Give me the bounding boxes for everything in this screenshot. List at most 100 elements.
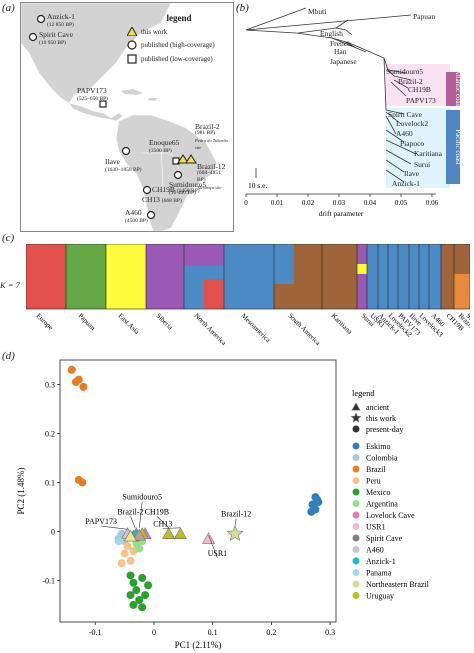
legend-swatch	[352, 442, 360, 450]
pca-legend-series-label: Lovelock Cave	[366, 511, 415, 520]
pca-panel: -0.1 0 0.1 0.2 0.3 -0.1 0 0.1 0.2 0.3 Sumidouro5 B…	[16, 359, 430, 650]
pca-x-tick-label: 0.3	[325, 628, 335, 637]
pca-legend-title: legend	[352, 388, 375, 398]
pca-legend-shape-label: this work	[366, 414, 396, 423]
site-label-anzick: Anzick-1 (12 850 BP)	[47, 12, 75, 29]
pca-legend: legend ancient this work present-day Eskimo C…	[350, 388, 430, 601]
tree-tick-label: 0.01	[271, 199, 284, 207]
pca-point-papv173	[123, 529, 137, 542]
site-label-spirit: Spirit Cave (10 950 BP)	[39, 30, 73, 47]
pca-point-peru	[126, 556, 135, 565]
pacific-coast-label: Pacific coast	[454, 129, 462, 165]
tree-tip-japanese: Japanese	[330, 57, 357, 66]
tree-branches	[245, 7, 417, 183]
map-legend-title: legend	[166, 13, 192, 23]
pca-point-brazil	[79, 382, 88, 391]
pca-annotation-leader	[101, 525, 128, 530]
tree-tick-label: 0.03	[333, 199, 346, 207]
tree-tip-sumidouro: Sumidouro5	[386, 67, 423, 76]
pca-legend-series-label: Colombia	[366, 454, 398, 463]
pca-point-mexico	[144, 581, 153, 590]
pca-y-label: PC2 (1.48%)	[16, 467, 26, 514]
legend-triangle-icon	[351, 402, 361, 411]
pca-point-mexico	[129, 600, 138, 609]
pca-point-usr1	[202, 532, 216, 544]
triangle-marker-icon	[127, 27, 137, 36]
pca-legend-series-label: Peru	[366, 477, 381, 486]
pca-x-tick-label: -0.1	[89, 628, 102, 637]
circle-marker-icon	[127, 40, 137, 50]
pca-y-tick-label: 0	[51, 527, 55, 536]
tree-tip-ch19b: CH19B	[408, 85, 431, 94]
tree-tip-brazil2: Brazil-2	[398, 77, 423, 86]
site-label-brazil12: Brazil-12 (668–4851 BP) Alcobaça site	[197, 162, 226, 190]
admixture-panel: Europe Papuan East Asia Siberia North Americ…	[26, 244, 470, 348]
south-america-landmass	[115, 114, 218, 231]
admixture-group-label: Mesoamerica	[240, 312, 273, 345]
pca-point-brazil	[74, 375, 83, 384]
pca-point-mexico	[126, 571, 135, 580]
pca-point-peru	[120, 549, 129, 558]
admixture-group-label: Papuan	[77, 312, 98, 333]
admixture-group-label: South America	[287, 312, 323, 348]
pca-point-uruguay	[173, 527, 187, 539]
tree-tip-papv: PAPV173	[406, 96, 436, 105]
pacific-coast-bar	[446, 110, 460, 184]
site-label-a460: A460 (4500 BP)	[125, 208, 148, 225]
pca-legend-series-label: Spirit Cave	[366, 534, 403, 543]
pca-y-tick-label: -0.1	[42, 576, 55, 585]
tree-tip-piapoco: Piapoco	[400, 139, 424, 148]
map-svg	[21, 3, 218, 231]
legend-swatch	[352, 511, 360, 519]
tree-tip-a460: A460	[396, 129, 413, 138]
map-legend: legend this work published (high-coverag…	[127, 13, 231, 64]
legend-swatch	[352, 523, 360, 530]
pca-point-uruguay	[162, 527, 176, 539]
legend-circle-icon	[352, 425, 360, 433]
pca-point-eskimo	[313, 495, 322, 504]
caribbean-islands	[121, 89, 157, 101]
pca-legend-shape-label: present-day	[366, 425, 403, 434]
legend-swatch	[352, 488, 360, 496]
admixture-group-label: East Asia	[117, 312, 142, 337]
tree-tip-french: French	[330, 39, 351, 48]
pca-x-tick-label: 0.1	[208, 628, 218, 637]
pca-point-mexico	[132, 586, 141, 595]
pca-point-mexico	[126, 591, 135, 600]
atlantic-clade-box	[386, 64, 450, 106]
map-legend-high-coverage: published (high-coverage)	[141, 41, 215, 49]
pca-x-label: PC1 (2.11%)	[175, 640, 222, 650]
pca-legend-series-label: Argentina	[366, 500, 398, 509]
atlantic-coast-label: Atlantic coast	[454, 70, 462, 109]
tree-tip-spirit: Spirit Cave	[388, 110, 423, 119]
pca-point-brazil	[78, 478, 87, 487]
pca-y-tick-label: 0.3	[45, 380, 55, 389]
site-marker-brazil2	[177, 154, 189, 164]
pca-legend-series-label: Brazil	[366, 465, 386, 474]
pca-x-tick-label: 0.2	[266, 628, 276, 637]
central-america-landmass	[68, 102, 124, 122]
pca-legend-series-label: USR1	[366, 523, 386, 532]
pca-legend-series-label: A460	[366, 546, 384, 555]
legend-swatch	[352, 580, 360, 588]
site-label-papv: PAPV173 (525–650 BP)	[77, 86, 109, 103]
tree-tip-surui: Surui	[414, 160, 430, 169]
pca-point-mexico	[129, 578, 138, 587]
site-marker-ilave	[121, 146, 131, 156]
panel-letter-d: (d)	[2, 350, 15, 362]
tree-ticks: 0 0.01 0.02 0.03 0.04 0.05 0.06	[244, 194, 439, 207]
tree-panel: Atlantic coast Pacific coast Mbuti Papua…	[244, 7, 462, 218]
admixture-group-label: Siberia	[155, 312, 175, 332]
pca-y-tick-label: 0.1	[45, 478, 55, 487]
legend-star-icon	[350, 412, 362, 423]
legend-swatch	[352, 592, 360, 599]
site-marker-brazil12	[185, 154, 197, 164]
pca-annotation-leader	[234, 518, 237, 526]
site-marker-spirit	[28, 32, 38, 42]
pca-annotation-leader	[138, 501, 143, 528]
tree-axis-label: drift parameter	[319, 209, 364, 218]
pca-plot-frame	[59, 359, 337, 623]
square-marker-icon	[127, 54, 137, 64]
tree-tip-anzick: Anzick-1	[392, 179, 420, 188]
pca-point-mexico	[138, 573, 147, 582]
